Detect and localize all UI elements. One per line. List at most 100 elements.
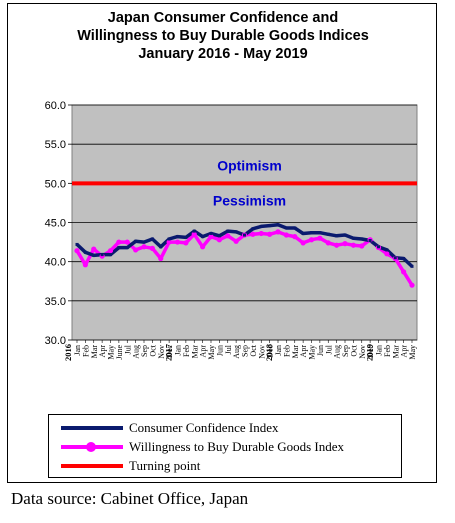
x-tick-label: Aug (132, 345, 141, 359)
x-tick-label: Apr (199, 345, 208, 358)
willingness-point (342, 241, 348, 247)
willingness-point (292, 234, 298, 240)
optimism-label: Optimism (217, 157, 282, 173)
willingness-point (250, 231, 256, 237)
legend-entry-consumer-confidence: Consumer Confidence Index (49, 418, 403, 438)
confidence-point (142, 240, 146, 244)
confidence-point (125, 246, 129, 250)
legend-label-consumer-confidence: Consumer Confidence Index (129, 420, 279, 435)
willingness-point (267, 231, 273, 237)
confidence-point (243, 233, 246, 237)
willingness-point (401, 269, 407, 275)
confidence-point (83, 250, 87, 254)
x-tick-label: Oct (349, 344, 358, 356)
confidence-point (385, 248, 389, 252)
willingness-point (359, 243, 365, 249)
confidence-point (159, 245, 163, 249)
confidence-point (192, 229, 196, 233)
willingness-point (275, 229, 281, 235)
x-tick-label: Apr (299, 345, 308, 358)
x-tick-label: Mar (90, 345, 99, 359)
legend-swatch-turning-point (61, 464, 123, 468)
willingness-point (116, 239, 122, 245)
confidence-point (217, 234, 221, 238)
confidence-point (251, 227, 255, 231)
willingness-point (216, 237, 222, 243)
legend-marker-consumer-confidence (86, 423, 96, 433)
confidence-point (335, 234, 339, 238)
x-tick-label: Apr (98, 345, 107, 358)
confidence-point (92, 253, 96, 257)
chart-frame: Japan Consumer Confidence and Willingnes… (7, 3, 437, 483)
pessimism-label: Pessimism (213, 193, 286, 209)
willingness-point (141, 244, 147, 250)
legend-entry-willingness: Willingness to Buy Durable Goods Index (49, 437, 403, 457)
confidence-point (209, 231, 213, 235)
y-tick-label: 35.0 (45, 296, 66, 308)
willingness-point (149, 245, 155, 251)
willingness-point (107, 248, 114, 254)
legend-entry-turning-point: Turning point (49, 456, 403, 476)
confidence-point (351, 236, 355, 240)
confidence-point (310, 231, 313, 235)
confidence-point (368, 239, 372, 243)
willingness-point (74, 248, 80, 254)
x-tick-label: Jan (274, 345, 283, 356)
willingness-point (208, 234, 214, 240)
confidence-point (377, 245, 380, 249)
x-year-label: 2018 (264, 344, 274, 361)
confidence-point (276, 223, 280, 227)
confidence-point (167, 237, 171, 241)
confidence-point (201, 235, 205, 239)
confidence-point (318, 231, 322, 235)
confidence-point (234, 230, 238, 234)
confidence-point (184, 235, 188, 239)
x-tick-label: Sep (341, 345, 350, 357)
x-tick-label: Sep (140, 345, 149, 357)
willingness-point (384, 251, 390, 257)
y-tick-label: 45.0 (45, 218, 66, 230)
x-tick-label: Dec (266, 345, 275, 358)
confidence-point (301, 231, 305, 235)
x-tick-label: Jul (123, 344, 132, 354)
x-tick-label: Feb (81, 345, 90, 357)
x-tick-label: Jul (324, 344, 333, 354)
willingness-point (158, 255, 164, 262)
chart-legend: Consumer Confidence Index Willingness to… (48, 414, 402, 478)
confidence-point (393, 256, 397, 260)
confidence-point (176, 235, 179, 239)
x-tick-label: May (408, 345, 417, 360)
chart-title: Japan Consumer Confidence and Willingnes… (8, 9, 438, 63)
x-tick-label: Jul (224, 344, 233, 354)
x-tick-label: June (115, 345, 124, 360)
willingness-point (82, 262, 88, 268)
x-tick-label: Feb (383, 345, 392, 357)
confidence-point (134, 239, 138, 243)
chart-title-line-1: Japan Consumer Confidence and (107, 10, 339, 26)
legend-marker-willingness (86, 442, 96, 452)
x-tick-label: Mar (190, 345, 199, 359)
willingness-point (225, 233, 231, 239)
willingness-point (300, 240, 306, 246)
x-tick-label: Apr (400, 345, 409, 358)
confidence-point (360, 237, 364, 241)
confidence-point (117, 246, 121, 250)
chart-title-line-2: Willingness to Buy Durable Goods Indices (77, 28, 369, 44)
x-tick-label: Aug (333, 345, 342, 359)
y-tick-label: 30.0 (45, 335, 66, 347)
willingness-point (325, 240, 331, 246)
chart-title-line-3: January 2016 - May 2019 (138, 46, 308, 62)
confidence-point (402, 257, 406, 261)
willingness-point (91, 246, 97, 252)
confidence-point (326, 232, 330, 236)
x-year-label: 2017 (164, 343, 174, 361)
y-tick-label: 40.0 (45, 257, 66, 269)
willingness-point (124, 239, 130, 245)
willingness-point (308, 237, 315, 243)
confidence-point (226, 229, 230, 233)
x-tick-label: Dec (366, 345, 375, 358)
x-tick-label: Nov (157, 345, 166, 359)
x-tick-label: Mar (291, 345, 300, 359)
x-tick-label: Dec (165, 345, 174, 358)
